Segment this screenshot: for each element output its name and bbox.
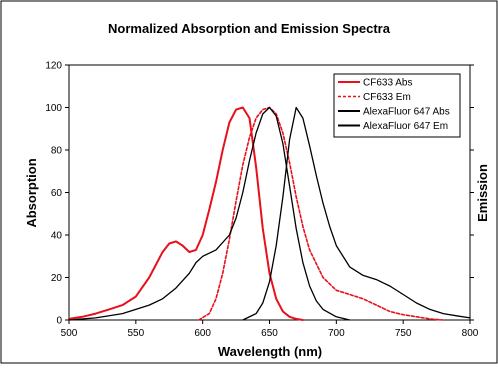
legend-label: CF633 Abs	[363, 78, 412, 89]
y-tick-label: 0	[56, 316, 62, 327]
series-line-2	[197, 106, 445, 321]
x-tick-label: 500	[61, 328, 78, 339]
x-tick-label: 800	[462, 328, 479, 339]
legend: CF633 Abs CF633 Em AlexaFluor 647 Abs Alexa…	[333, 73, 461, 138]
x-tick-label: 750	[395, 328, 412, 339]
series-line-3	[68, 106, 351, 321]
y2-axis-label: Emission	[475, 164, 490, 222]
x-axis-ticks: 500 550 600 650 700 750 800	[61, 320, 479, 339]
chart-title: Normalized Absorption and Emission Spect…	[108, 21, 391, 36]
legend-label: AlexaFluor 647 Em	[363, 121, 448, 132]
y-tick-label: 80	[51, 146, 63, 157]
x-tick-label: 700	[328, 328, 345, 339]
y-axis-label: Absorption	[24, 158, 39, 227]
series-line-1	[68, 106, 304, 321]
y-tick-label: 60	[51, 188, 63, 199]
y-tick-label: 120	[45, 61, 62, 72]
y-tick-label: 40	[51, 231, 63, 242]
x-tick-label: 650	[261, 328, 278, 339]
series-line-4	[242, 106, 471, 321]
legend-label: CF633 Em	[363, 92, 411, 103]
y-tick-label: 20	[51, 273, 63, 284]
y-tick-label: 100	[45, 103, 62, 114]
y-axis-ticks: 0 20 40 60 80 100 120	[45, 61, 474, 327]
x-axis-label: Wavelength (nm)	[218, 344, 322, 359]
x-tick-label: 550	[127, 328, 144, 339]
series-layer	[68, 106, 471, 321]
x-tick-label: 600	[194, 328, 211, 339]
legend-label: AlexaFluor 647 Abs	[363, 107, 450, 118]
